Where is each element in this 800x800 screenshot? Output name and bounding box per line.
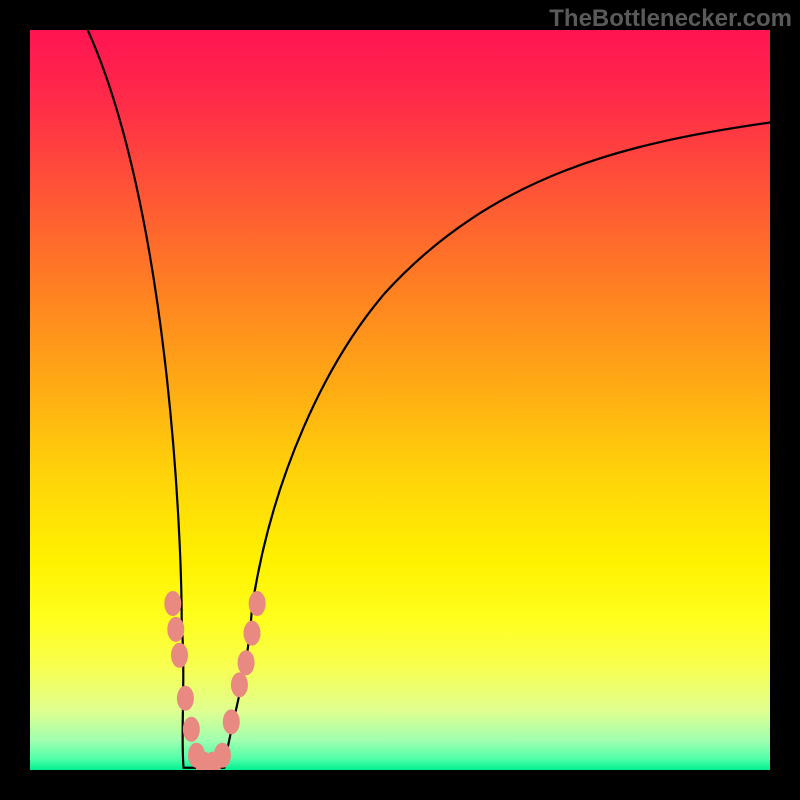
data-marker — [238, 651, 254, 675]
plot-svg — [30, 30, 770, 770]
chart-container: TheBottlenecker.com — [0, 0, 800, 800]
plot-area — [30, 30, 770, 770]
data-marker — [244, 621, 260, 645]
data-marker — [214, 743, 230, 767]
watermark-text: TheBottlenecker.com — [549, 5, 792, 33]
data-marker — [183, 717, 199, 741]
data-marker — [165, 592, 181, 616]
data-marker — [249, 592, 265, 616]
data-marker — [223, 710, 239, 734]
data-marker — [231, 673, 247, 697]
data-marker — [168, 617, 184, 641]
data-marker — [171, 643, 187, 667]
plot-background — [30, 30, 770, 770]
data-marker — [177, 686, 193, 710]
